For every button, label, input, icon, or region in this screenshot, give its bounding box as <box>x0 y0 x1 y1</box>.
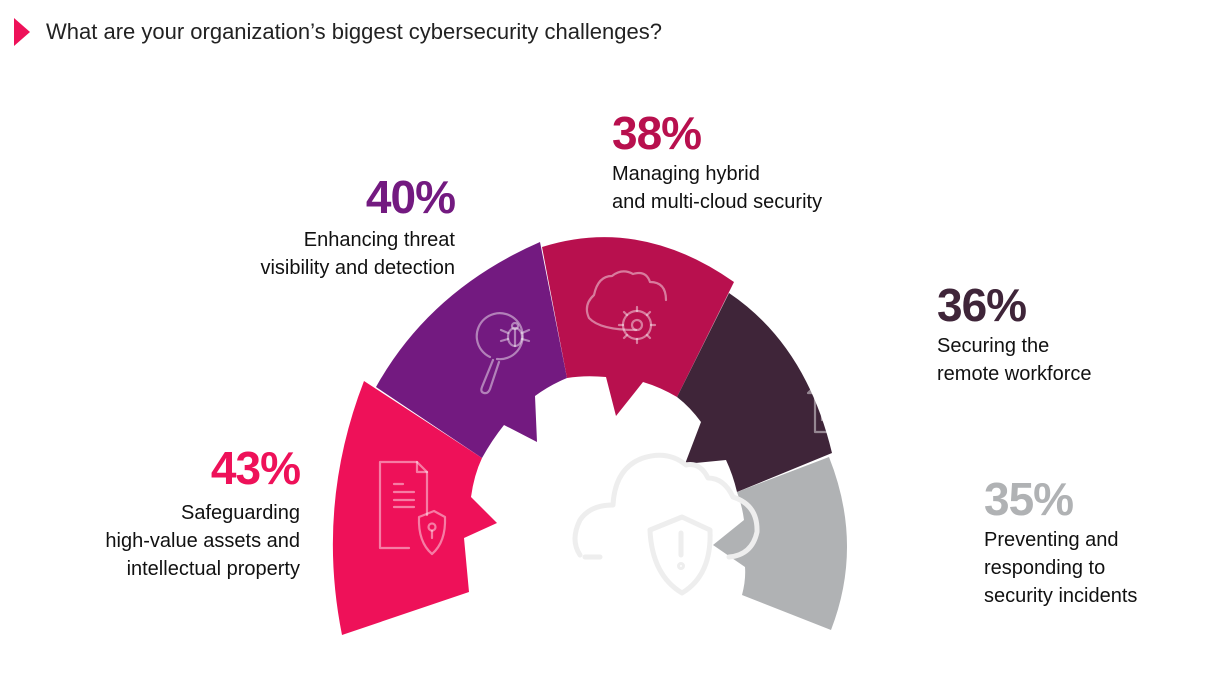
page-title: What are your organization’s biggest cyb… <box>46 19 662 44</box>
value-label: 43% <box>210 442 301 494</box>
segment-safeguarding <box>332 381 497 635</box>
label-line: intellectual property <box>126 558 300 580</box>
category-label: Preventing and responding to security in… <box>984 526 1137 610</box>
label-line: Enhancing threat <box>303 229 455 251</box>
label-line: visibility and detection <box>260 257 455 279</box>
wrench-bug-icon <box>864 511 927 576</box>
label-line: Safeguarding <box>181 502 300 524</box>
label-line: Managing hybrid <box>612 163 760 185</box>
value-label: 38% <box>612 107 702 159</box>
cloud-shield-alert-icon <box>572 452 760 596</box>
document-shield-icon <box>378 460 447 556</box>
label-line: high-value assets and <box>105 530 300 552</box>
label-threat-visibility: 40% Enhancing threat visibility and dete… <box>260 171 456 282</box>
label-line: remote workforce <box>937 363 1092 385</box>
label-hybrid-cloud: 38% Managing hybrid and multi-cloud secu… <box>612 110 822 216</box>
segment-incidents <box>713 457 848 630</box>
house-briefcase-icon <box>806 355 884 434</box>
value-label: 40% <box>365 171 456 223</box>
label-incidents: 35% Preventing and responding to securit… <box>984 476 1137 610</box>
segment-hybrid-cloud <box>542 237 734 416</box>
category-label: Securing the remote workforce <box>937 332 1092 388</box>
segment-threat-visibility <box>376 242 567 458</box>
label-safeguarding: 43% Safeguarding high-value assets and i… <box>105 442 301 583</box>
segment-remote-workforce <box>677 293 832 492</box>
label-remote-workforce: 36% Securing the remote workforce <box>937 282 1092 388</box>
label-line: Securing the <box>937 335 1050 357</box>
cloud-gear-icon <box>585 270 668 345</box>
label-line: Preventing and <box>984 529 1119 551</box>
category-label: Managing hybrid and multi-cloud security <box>612 160 822 216</box>
title-marker <box>14 18 30 46</box>
category-label: Safeguarding high-value assets and intel… <box>105 499 300 583</box>
magnifier-bug-icon <box>475 312 531 395</box>
label-line: responding to <box>984 557 1106 579</box>
label-line: and multi-cloud security <box>612 191 823 213</box>
value-label: 35% <box>984 473 1074 525</box>
label-line: security incidents <box>984 585 1138 607</box>
value-label: 36% <box>937 279 1027 331</box>
category-label: Enhancing threat visibility and detectio… <box>260 226 455 282</box>
